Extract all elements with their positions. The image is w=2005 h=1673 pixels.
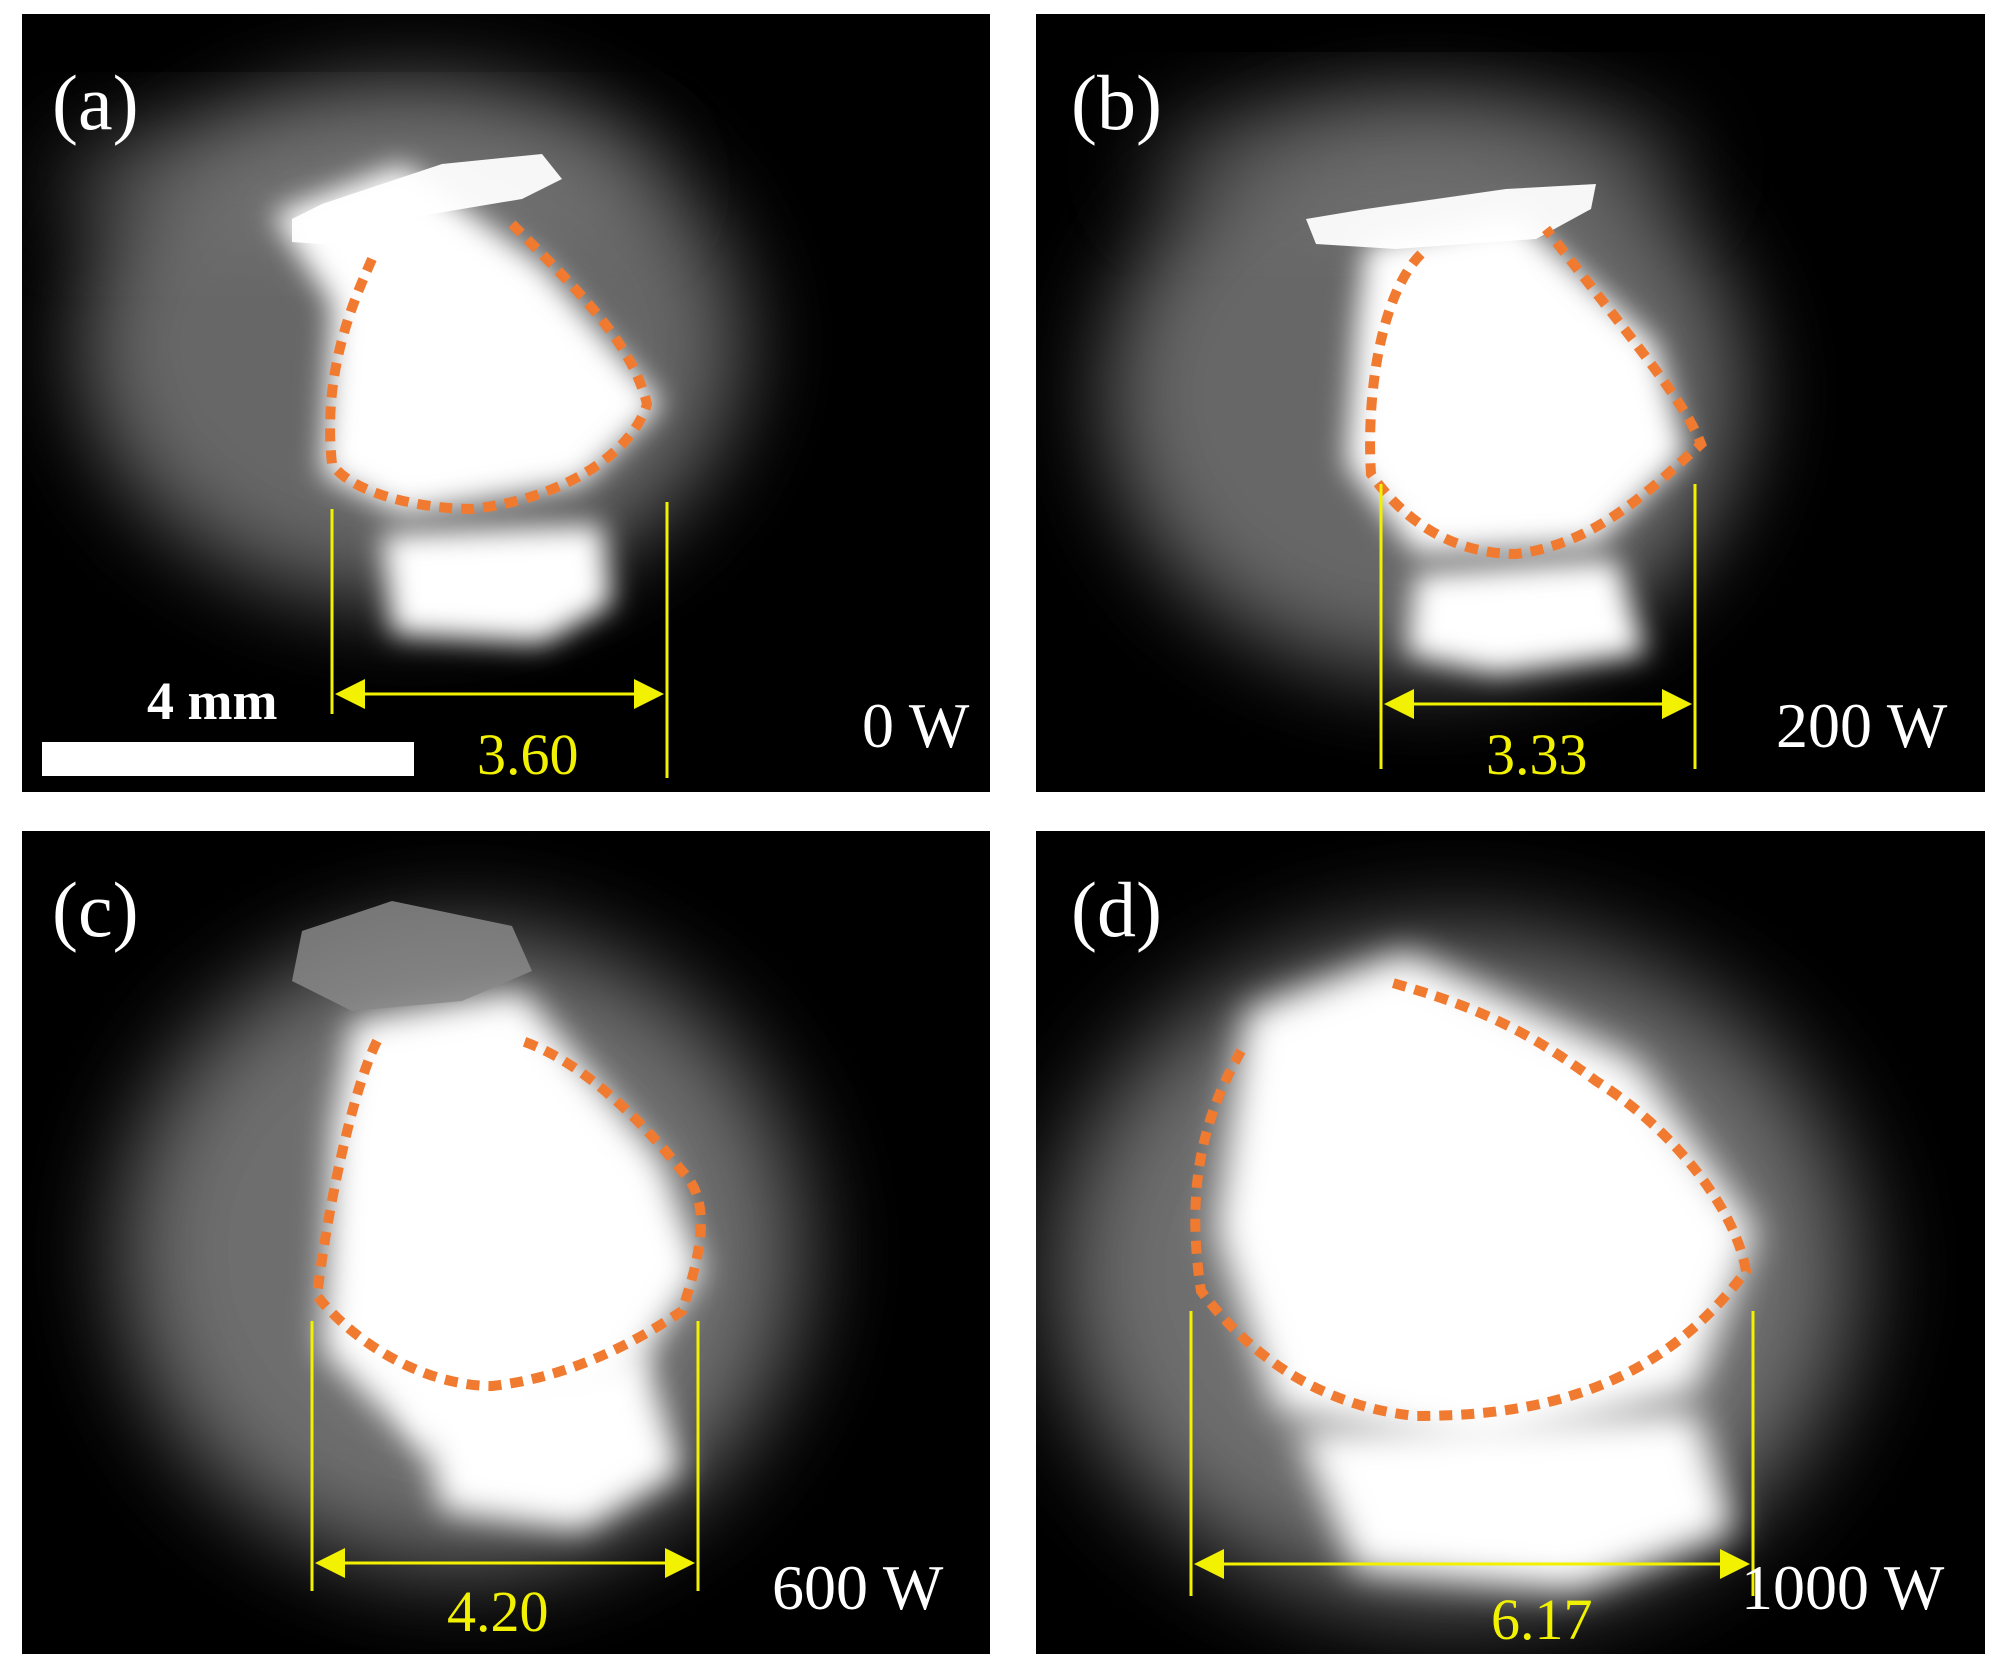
panel-a-image: [52, 84, 742, 778]
droplet-bright: [412, 1351, 682, 1531]
power-label-d: 1000 W: [1741, 1552, 1945, 1623]
width-label-c: 4.20: [447, 1579, 549, 1644]
dashed-outline: [1365, 225, 1707, 560]
droplet-bright: [1296, 1411, 1736, 1591]
power-label-a: 0 W: [862, 690, 970, 761]
panel-c: (c) 600 W 4.20: [22, 831, 990, 1654]
power-label-c: 600 W: [772, 1552, 944, 1623]
plasma-core: [1216, 951, 1756, 1451]
width-label-d: 6.17: [1491, 1587, 1593, 1652]
wire-tip: [292, 154, 562, 244]
plasma-core: [322, 991, 702, 1451]
wire-tip: [292, 901, 532, 1011]
dashed-outline: [311, 1036, 706, 1392]
panel-b: (b) 200 W 3.33: [1036, 14, 1985, 792]
plasma-core: [272, 164, 662, 514]
droplet-bright: [382, 524, 612, 644]
panel-b-image: [1106, 94, 1746, 769]
panel-label-b: (b): [1071, 59, 1162, 146]
panel-label-c: (c): [52, 866, 139, 953]
panel-a: (a) 0 W 3.60 4 mm: [22, 14, 990, 792]
power-label-b: 200 W: [1776, 690, 1948, 761]
dashed-outline: [1190, 976, 1752, 1422]
width-label-b: 3.33: [1486, 722, 1588, 787]
panel-label-a: (a): [52, 59, 139, 146]
panel-d: (d) 1000 W 6.17: [1036, 831, 1985, 1654]
panel-c-image: [122, 901, 802, 1591]
wire-tip: [1306, 184, 1596, 249]
scale-bar: [42, 742, 414, 776]
width-label-a: 3.60: [477, 722, 579, 787]
dashed-outline: [325, 220, 653, 515]
scale-bar-label: 4 mm: [147, 671, 278, 731]
panel-label-d: (d): [1071, 866, 1162, 953]
droplet-bright: [1406, 559, 1646, 674]
panel-d-image: [1056, 931, 1856, 1611]
